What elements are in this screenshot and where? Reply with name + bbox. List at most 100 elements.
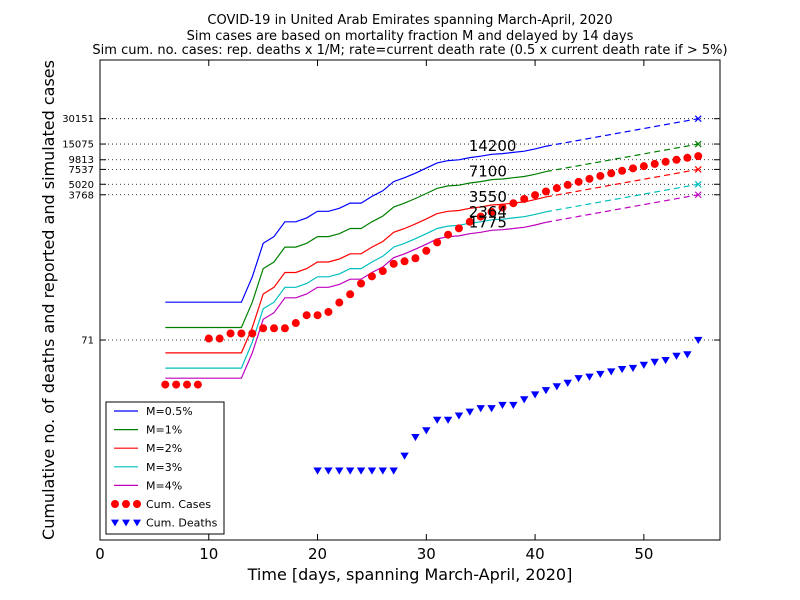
plot-frame [99,59,721,541]
x-axis-ticks: 0 10 20 30 40 50 [95,60,653,563]
case-point [672,155,681,164]
case-point [465,217,474,226]
death-point [400,452,409,460]
case-point [607,169,616,178]
legend-swatch [133,519,141,527]
case-point [422,246,431,255]
legend-item-m-2: M=2% [114,442,182,455]
case-point [204,334,213,343]
death-point [639,361,649,369]
case-point [509,199,518,208]
case-point [335,298,344,307]
case-point [313,311,322,320]
x-tick-label: 50 [634,545,653,563]
legend-label: M=2% [146,442,182,455]
death-point [541,387,551,395]
series-end-label: 3550 [469,188,507,206]
legend-item-m-3: M=3% [114,461,182,474]
death-point [389,467,398,475]
projection-end-marker-m-3 [694,180,702,188]
case-point [683,153,692,162]
x-axis-label: Time [days, spanning March-April, 2020] [247,565,573,584]
legend-label: Cum. Deaths [146,517,218,530]
case-point [531,191,540,200]
death-point [509,401,518,410]
death-point [596,370,605,379]
death-point [520,396,529,404]
death-point [574,375,583,383]
death-point [422,427,431,435]
case-point [661,157,670,166]
series-layer [161,115,703,475]
death-point [607,368,616,376]
case-point [596,171,605,180]
legend-item-cum-deaths: Cum. Deaths [111,517,218,530]
legend-item-cum-cases: Cum. Cases [111,498,211,511]
series-m-4 [165,191,702,379]
x-tick-label: 20 [308,545,327,563]
death-point [585,373,594,381]
case-point [454,224,463,233]
case-point [237,329,246,338]
x-tick-label: 40 [526,545,545,563]
death-point [367,467,377,475]
death-point [411,433,420,442]
x-tick-label: 30 [417,545,436,563]
projection-line-m-0-5 [545,118,699,147]
case-point [411,254,420,263]
y-tick-label: 71 [81,336,94,347]
y-tick-label: 5020 [69,180,94,191]
death-point [563,379,572,387]
series-end-label: 2364 [469,203,507,221]
chart-title-line-2: Sim cases are based on mortality fractio… [187,29,634,44]
death-point [628,364,638,373]
x-tick-label: 10 [199,545,218,563]
series-m-2 [165,165,702,354]
y-tick-label: 7537 [69,165,94,176]
series-end-label: 1775 [469,213,507,231]
case-point [585,174,594,183]
case-point [367,272,376,281]
death-point [661,356,670,365]
series-m-1 [165,140,702,329]
projection-line-m-4 [545,194,699,223]
death-point [476,405,485,413]
legend-label: Cum. Cases [146,498,211,511]
case-point [389,259,398,268]
legend-swatch [111,500,119,508]
death-point [487,405,496,413]
series-line-m-0-5 [165,145,547,303]
legend-item-m-4: M=4% [114,479,182,492]
case-point [650,159,659,168]
case-point [400,257,409,266]
projection-end-marker-m-4 [694,191,702,199]
legend-swatch [122,500,130,508]
case-point [498,203,507,212]
legend-swatch [111,519,119,527]
series-m-3 [165,180,702,369]
projection-line-m-1 [545,143,699,173]
case-point [280,324,289,333]
series-end-label: 14200 [469,137,517,155]
death-point [672,352,681,360]
death-point [443,416,453,424]
legend-swatch [122,519,130,527]
case-point [291,319,300,328]
series-line-m-4 [165,221,547,379]
y-tick-label: 30151 [62,114,94,125]
chart-title-line-1: COVID-19 in United Arab Emirates spannin… [207,13,612,28]
case-point [248,329,257,338]
case-point [302,311,311,320]
y-tick-label: 15075 [62,140,94,151]
legend-label: M=3% [146,461,182,474]
case-point [541,187,550,196]
projection-end-marker-m-1 [694,140,702,148]
legend-label: M=0.5% [146,405,193,418]
case-point [357,279,366,288]
series-cum-deaths [313,336,703,475]
legend-label: M=4% [146,479,182,492]
legend: M=0.5% M=1% M=2% M=3% M=4% Cum. Cases Cum. Dea… [105,401,225,535]
